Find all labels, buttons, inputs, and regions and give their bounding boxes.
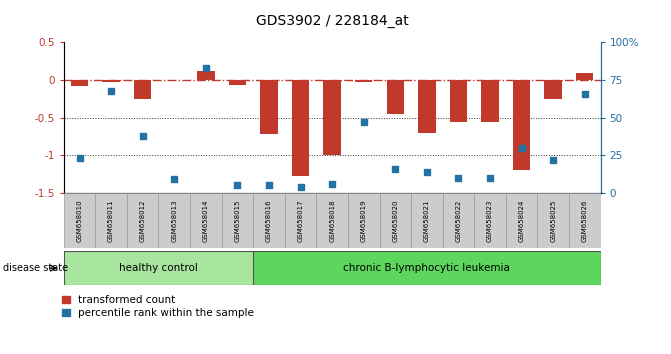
Text: GSM658012: GSM658012: [140, 199, 146, 242]
Text: GSM658025: GSM658025: [550, 199, 556, 241]
Point: [358, 119, 369, 125]
Text: GSM658018: GSM658018: [329, 199, 335, 242]
Bar: [506, 193, 537, 248]
Bar: [229, 80, 246, 85]
Bar: [474, 193, 506, 248]
Bar: [411, 193, 443, 248]
Text: GSM658011: GSM658011: [108, 199, 114, 242]
Text: GSM658017: GSM658017: [297, 199, 303, 242]
Point: [548, 157, 558, 163]
Bar: [355, 80, 372, 82]
Bar: [134, 80, 152, 99]
Point: [106, 88, 117, 93]
Text: GSM658016: GSM658016: [266, 199, 272, 242]
Text: GSM658015: GSM658015: [234, 199, 240, 242]
Bar: [316, 193, 348, 248]
Point: [516, 145, 527, 151]
Point: [421, 169, 432, 175]
Text: GSM658026: GSM658026: [582, 199, 588, 242]
Point: [453, 175, 464, 181]
Bar: [450, 80, 467, 122]
Text: GSM658020: GSM658020: [393, 199, 399, 242]
Point: [295, 184, 306, 190]
Bar: [348, 193, 380, 248]
Text: GSM658010: GSM658010: [76, 199, 83, 242]
Point: [138, 133, 148, 139]
Text: GSM658022: GSM658022: [456, 199, 462, 241]
Point: [169, 177, 180, 182]
Text: GSM658023: GSM658023: [487, 199, 493, 242]
Bar: [158, 193, 190, 248]
Bar: [285, 193, 316, 248]
Text: chronic B-lymphocytic leukemia: chronic B-lymphocytic leukemia: [344, 263, 511, 273]
Text: GSM658014: GSM658014: [203, 199, 209, 242]
Bar: [95, 193, 127, 248]
Bar: [292, 80, 309, 176]
Point: [201, 65, 211, 71]
Text: disease state: disease state: [3, 263, 68, 273]
Bar: [537, 193, 569, 248]
Bar: [386, 80, 404, 114]
Text: GSM658013: GSM658013: [171, 199, 177, 242]
Point: [74, 155, 85, 161]
Bar: [443, 193, 474, 248]
Point: [484, 175, 495, 181]
Bar: [418, 80, 435, 133]
Bar: [253, 193, 285, 248]
Text: GSM658024: GSM658024: [519, 199, 525, 241]
Legend: transformed count, percentile rank within the sample: transformed count, percentile rank withi…: [62, 296, 254, 318]
Bar: [103, 80, 120, 82]
Bar: [323, 80, 341, 155]
Bar: [380, 193, 411, 248]
Bar: [64, 193, 95, 248]
Bar: [64, 251, 253, 285]
Point: [232, 183, 243, 188]
Text: GDS3902 / 228184_at: GDS3902 / 228184_at: [256, 14, 409, 28]
Bar: [197, 71, 215, 80]
Bar: [253, 251, 601, 285]
Bar: [513, 80, 530, 170]
Bar: [569, 193, 601, 248]
Text: GSM658019: GSM658019: [361, 199, 367, 242]
Bar: [127, 193, 158, 248]
Text: healthy control: healthy control: [119, 263, 198, 273]
Point: [390, 166, 401, 172]
Point: [579, 91, 590, 97]
Bar: [71, 80, 88, 86]
Text: GSM658021: GSM658021: [424, 199, 430, 242]
Bar: [190, 193, 221, 248]
Bar: [576, 73, 593, 80]
Bar: [260, 80, 278, 134]
Point: [264, 183, 274, 188]
Bar: [544, 80, 562, 99]
Point: [327, 181, 338, 187]
Bar: [481, 80, 499, 122]
Bar: [221, 193, 253, 248]
